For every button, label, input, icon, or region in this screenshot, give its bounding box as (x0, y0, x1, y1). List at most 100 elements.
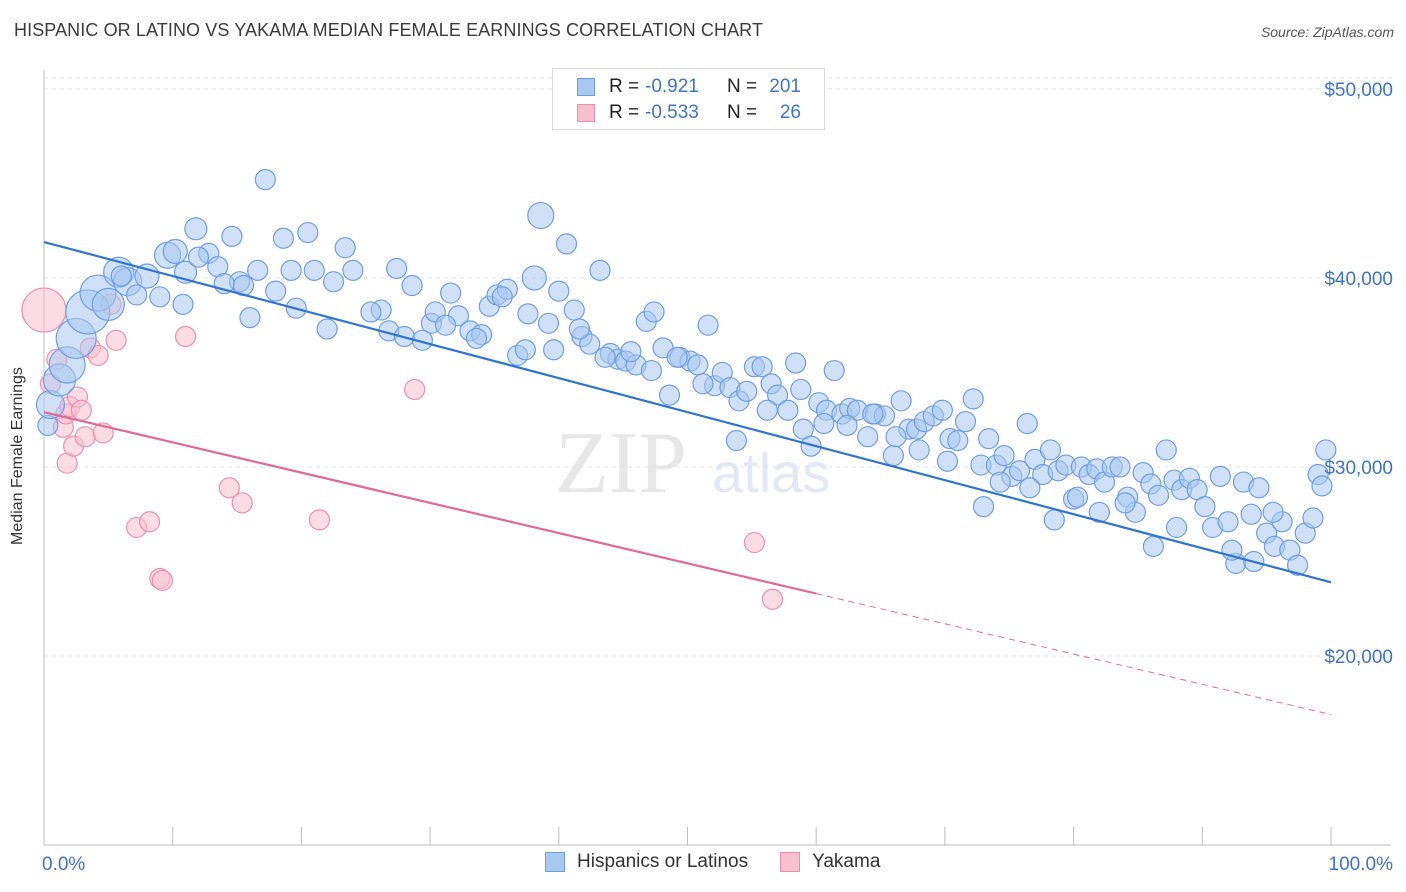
hispanic-point (514, 339, 536, 361)
y-tick-label: $20,000 (1324, 647, 1393, 668)
hispanic-point (697, 314, 719, 336)
y-tick-labels: $20,000 $30,000 $40,000 $50,000 (1324, 80, 1393, 668)
y-tick-label: $30,000 (1324, 458, 1393, 479)
hispanic-point (692, 373, 714, 395)
hispanic-point (1302, 507, 1324, 529)
hispanic-point (247, 259, 269, 281)
hispanic-point (297, 221, 319, 244)
hispanic-point (1109, 456, 1131, 478)
hispanic-point (401, 274, 423, 297)
hispanic-point (885, 426, 907, 448)
hispanic-point (790, 378, 812, 401)
watermark: ZIP atlas (555, 415, 830, 512)
hispanic-point (1311, 475, 1333, 497)
hispanic-point (666, 346, 688, 368)
legend-item-hispanic[interactable]: Hispanics or Latinos (545, 851, 748, 873)
hispanic-point (594, 346, 616, 368)
hispanic-point (1262, 501, 1284, 523)
hispanic-point (322, 271, 345, 293)
legend-r-label: R = (609, 102, 640, 123)
yakama-points (21, 287, 784, 610)
hispanic-point (1217, 511, 1239, 533)
chart-title: HISPANIC OR LATINO VS YAKAMA MEDIAN FEMA… (14, 20, 764, 40)
hispanic-point (579, 333, 601, 355)
axes (43, 70, 1391, 846)
hispanic-point (548, 280, 570, 302)
yakama-point (151, 569, 174, 591)
hispanic-point (465, 327, 488, 350)
legend-swatch-yakama (780, 852, 801, 872)
hispanic-point (890, 390, 912, 412)
hispanic-point (1147, 484, 1170, 506)
hispanic-point (91, 287, 125, 321)
hispanic-point (316, 318, 338, 340)
legend-n-value: 201 (769, 76, 801, 97)
hispanic-point (882, 445, 905, 467)
hispanic-point (360, 301, 382, 323)
hispanic-point (1019, 477, 1041, 499)
hispanic-point (954, 410, 977, 433)
yakama-point (74, 426, 96, 448)
hispanic-point (303, 259, 325, 281)
yakama-point (743, 531, 766, 554)
yakama-trend-line (43, 411, 817, 595)
legend-row-yakama: R = -0.533 N = 26 (577, 101, 801, 125)
legend-item-yakama[interactable]: Yakama (780, 851, 880, 873)
yakama-point (21, 287, 67, 333)
hispanic-point (643, 301, 665, 323)
hispanic-point (543, 339, 565, 361)
hispanic-point (640, 359, 663, 382)
hispanic-point (908, 439, 930, 461)
hispanic-point (936, 450, 959, 472)
hispanic-point (555, 233, 578, 255)
hispanic-trend-line (43, 240, 1332, 584)
x-tick-label: 100.0% (1329, 854, 1394, 875)
hispanic-point (1016, 412, 1038, 435)
hispanic-point (777, 399, 799, 421)
hispanic-point (280, 259, 302, 281)
hispanic-point (149, 286, 171, 308)
legend-swatch-hispanic (545, 852, 565, 872)
legend-r-value: -0.533 (645, 102, 699, 123)
hispanic-point (334, 237, 356, 259)
yakama-point (174, 325, 197, 348)
y-axis-label: Median Female Earnings (9, 367, 26, 545)
legend-row-hispanic: R = -0.921 N = 201 (577, 75, 801, 99)
legend-n-label: N = (727, 76, 758, 97)
hispanic-point (862, 403, 884, 425)
hispanic-point (110, 265, 132, 287)
x-tick-labels: 0.0% 100.0% (42, 854, 1393, 875)
hispanic-point (521, 265, 547, 291)
legend-n-label: N = (727, 102, 758, 123)
legend-r-label: R = (609, 76, 640, 97)
hispanic-point (947, 429, 969, 452)
yakama-point (218, 477, 240, 499)
legend-swatch-yakama (577, 104, 595, 122)
legend-label-yakama: Yakama (812, 851, 881, 872)
hispanic-point (658, 384, 681, 406)
hispanic-point (1209, 465, 1231, 488)
hispanic-point (751, 356, 773, 378)
hispanic-point (1088, 501, 1110, 523)
hispanic-point (527, 201, 555, 230)
hispanic-point (272, 227, 294, 249)
hispanic-point (766, 384, 789, 406)
trend-lines (43, 240, 1332, 716)
x-tick-label: 0.0% (42, 854, 85, 875)
hispanic-point (1039, 439, 1062, 461)
hispanic-point (785, 352, 807, 374)
hispanic-point (126, 284, 148, 306)
hispanic-point (221, 225, 243, 247)
correlation-legend: R = -0.921 N = 201 R = -0.533 N = 26 (552, 68, 825, 130)
hispanic-point (1165, 516, 1188, 539)
hispanic-point (978, 427, 1000, 450)
hispanic-point (1315, 439, 1337, 461)
hispanic-point (172, 293, 194, 315)
hispanic-point (162, 238, 188, 265)
hispanic-point (1194, 496, 1216, 518)
hispanic-point (517, 303, 539, 325)
hispanic-point (993, 445, 1015, 467)
hispanic-point (800, 435, 822, 457)
hispanic-point (972, 496, 995, 518)
